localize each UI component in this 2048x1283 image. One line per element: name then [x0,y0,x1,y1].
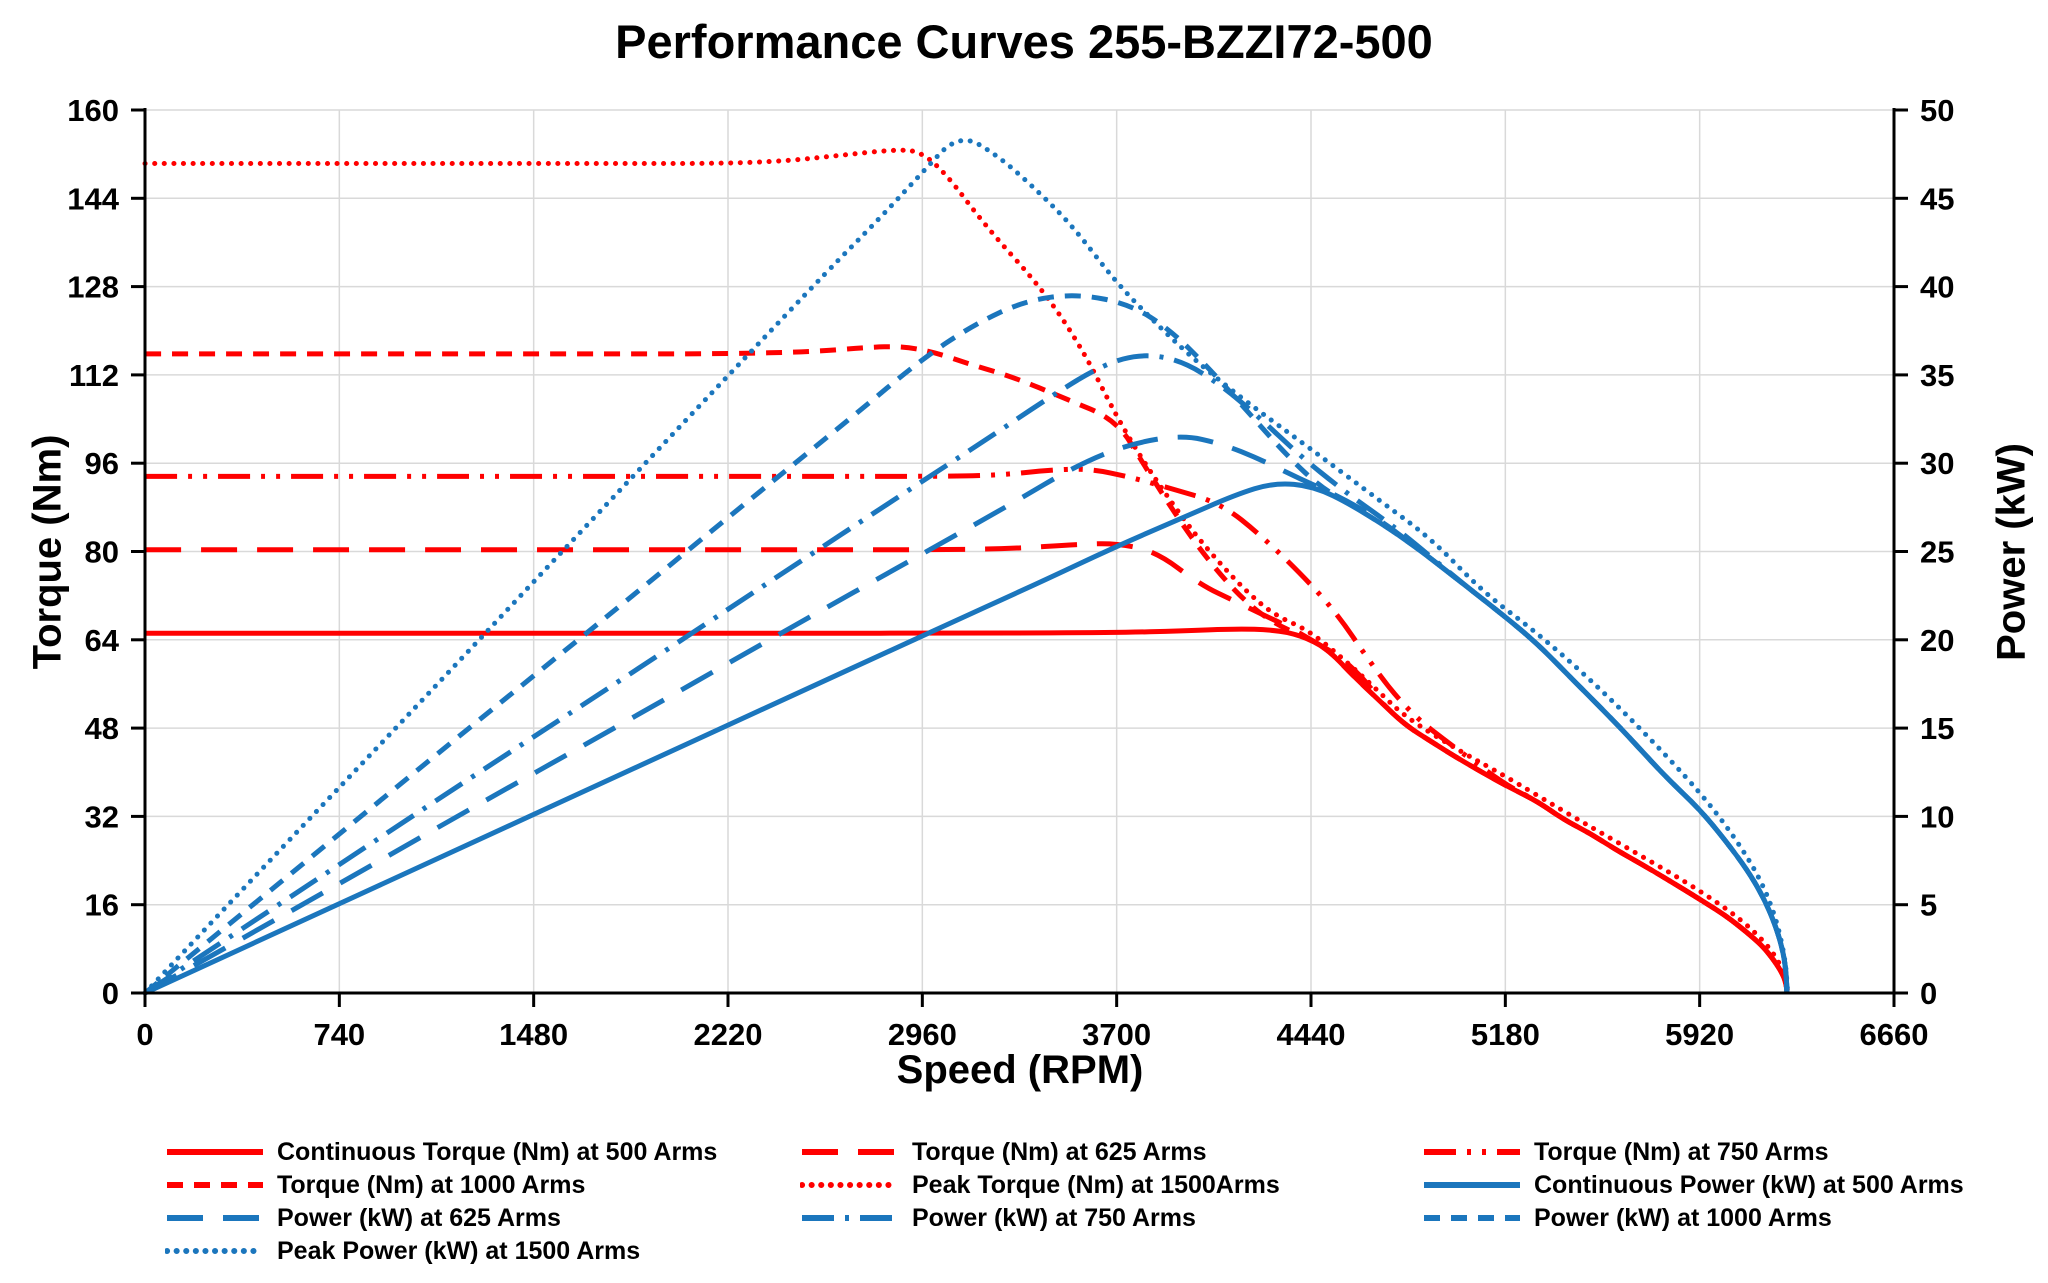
series-peak-power-kw-at-1500-arms-path [142,137,1791,996]
gridlines [145,109,1894,993]
left-tick-label: 144 [67,181,119,216]
x-axis-title: Speed (RPM) [896,1048,1144,1092]
left-tick-label: 112 [69,358,119,393]
x-tick-label: 6660 [1860,1017,1929,1052]
left-tick-label: 48 [85,711,119,746]
right-tick-label: 0 [1920,976,1937,1011]
right-tick-label: 10 [1920,799,1954,834]
right-tick-label: 20 [1920,623,1954,658]
right-tick-label: 15 [1920,711,1954,746]
axes [131,108,1908,1007]
series-torque-nm-at-750-arms-path [144,466,1790,994]
left-tick-label: 160 [67,93,119,128]
left-tick-label: 80 [85,535,119,570]
right-tick-label: 35 [1920,358,1954,393]
x-tick-label: 740 [313,1017,365,1052]
x-tick-label: 2960 [888,1017,957,1052]
x-tick-label: 4440 [1277,1017,1346,1052]
series-power-kw-at-1000-arms-path [143,293,1790,995]
right-tick-label: 25 [1920,535,1954,570]
left-tick-label: 32 [85,799,119,834]
left-tick-label: 16 [85,888,119,923]
series-power-kw-at-625-arms-path [143,434,1790,996]
right-axis-title: Power (kW) [1989,443,2034,661]
series-peak-torque-nm-at-1500arms-path [142,147,1791,996]
left-tick-label: 96 [85,446,119,481]
series-torque-nm-at-1000-arms-path [145,344,1790,994]
left-tick-label: 64 [85,623,120,658]
left-axis-title: Torque (Nm) [25,434,70,670]
x-tick-label: 1480 [499,1017,568,1052]
x-tick-label: 3700 [1082,1017,1151,1052]
series-paths [142,137,1791,996]
x-tick-label: 0 [136,1017,153,1052]
series-continuous-torque-nm-at-500-arms-path [144,626,1790,994]
right-tick-label: 50 [1920,93,1954,128]
left-tick-label: 128 [67,270,119,305]
series-torque-nm-at-625-arms-path [145,541,1790,994]
tick-labels: 0 16 32 48 64 80 96 112 128 144 160 0 5 10 15 20 25 30 35 4… [67,93,1954,1052]
x-tick-label: 2220 [694,1017,763,1052]
right-tick-label: 5 [1920,888,1937,923]
chart-title: Performance Curves 255-BZZI72-500 [615,15,1433,68]
right-tick-label: 30 [1920,446,1954,481]
left-tick-label: 0 [102,976,119,1011]
right-tick-label: 45 [1920,181,1954,216]
series-continuous-power-kw-at-500-arms-path [143,481,1790,996]
x-tick-label: 5180 [1471,1017,1540,1052]
right-tick-label: 40 [1920,270,1954,305]
series-power-kw-at-750-arms-path [143,353,1790,996]
x-tick-label: 5920 [1665,1017,1734,1052]
